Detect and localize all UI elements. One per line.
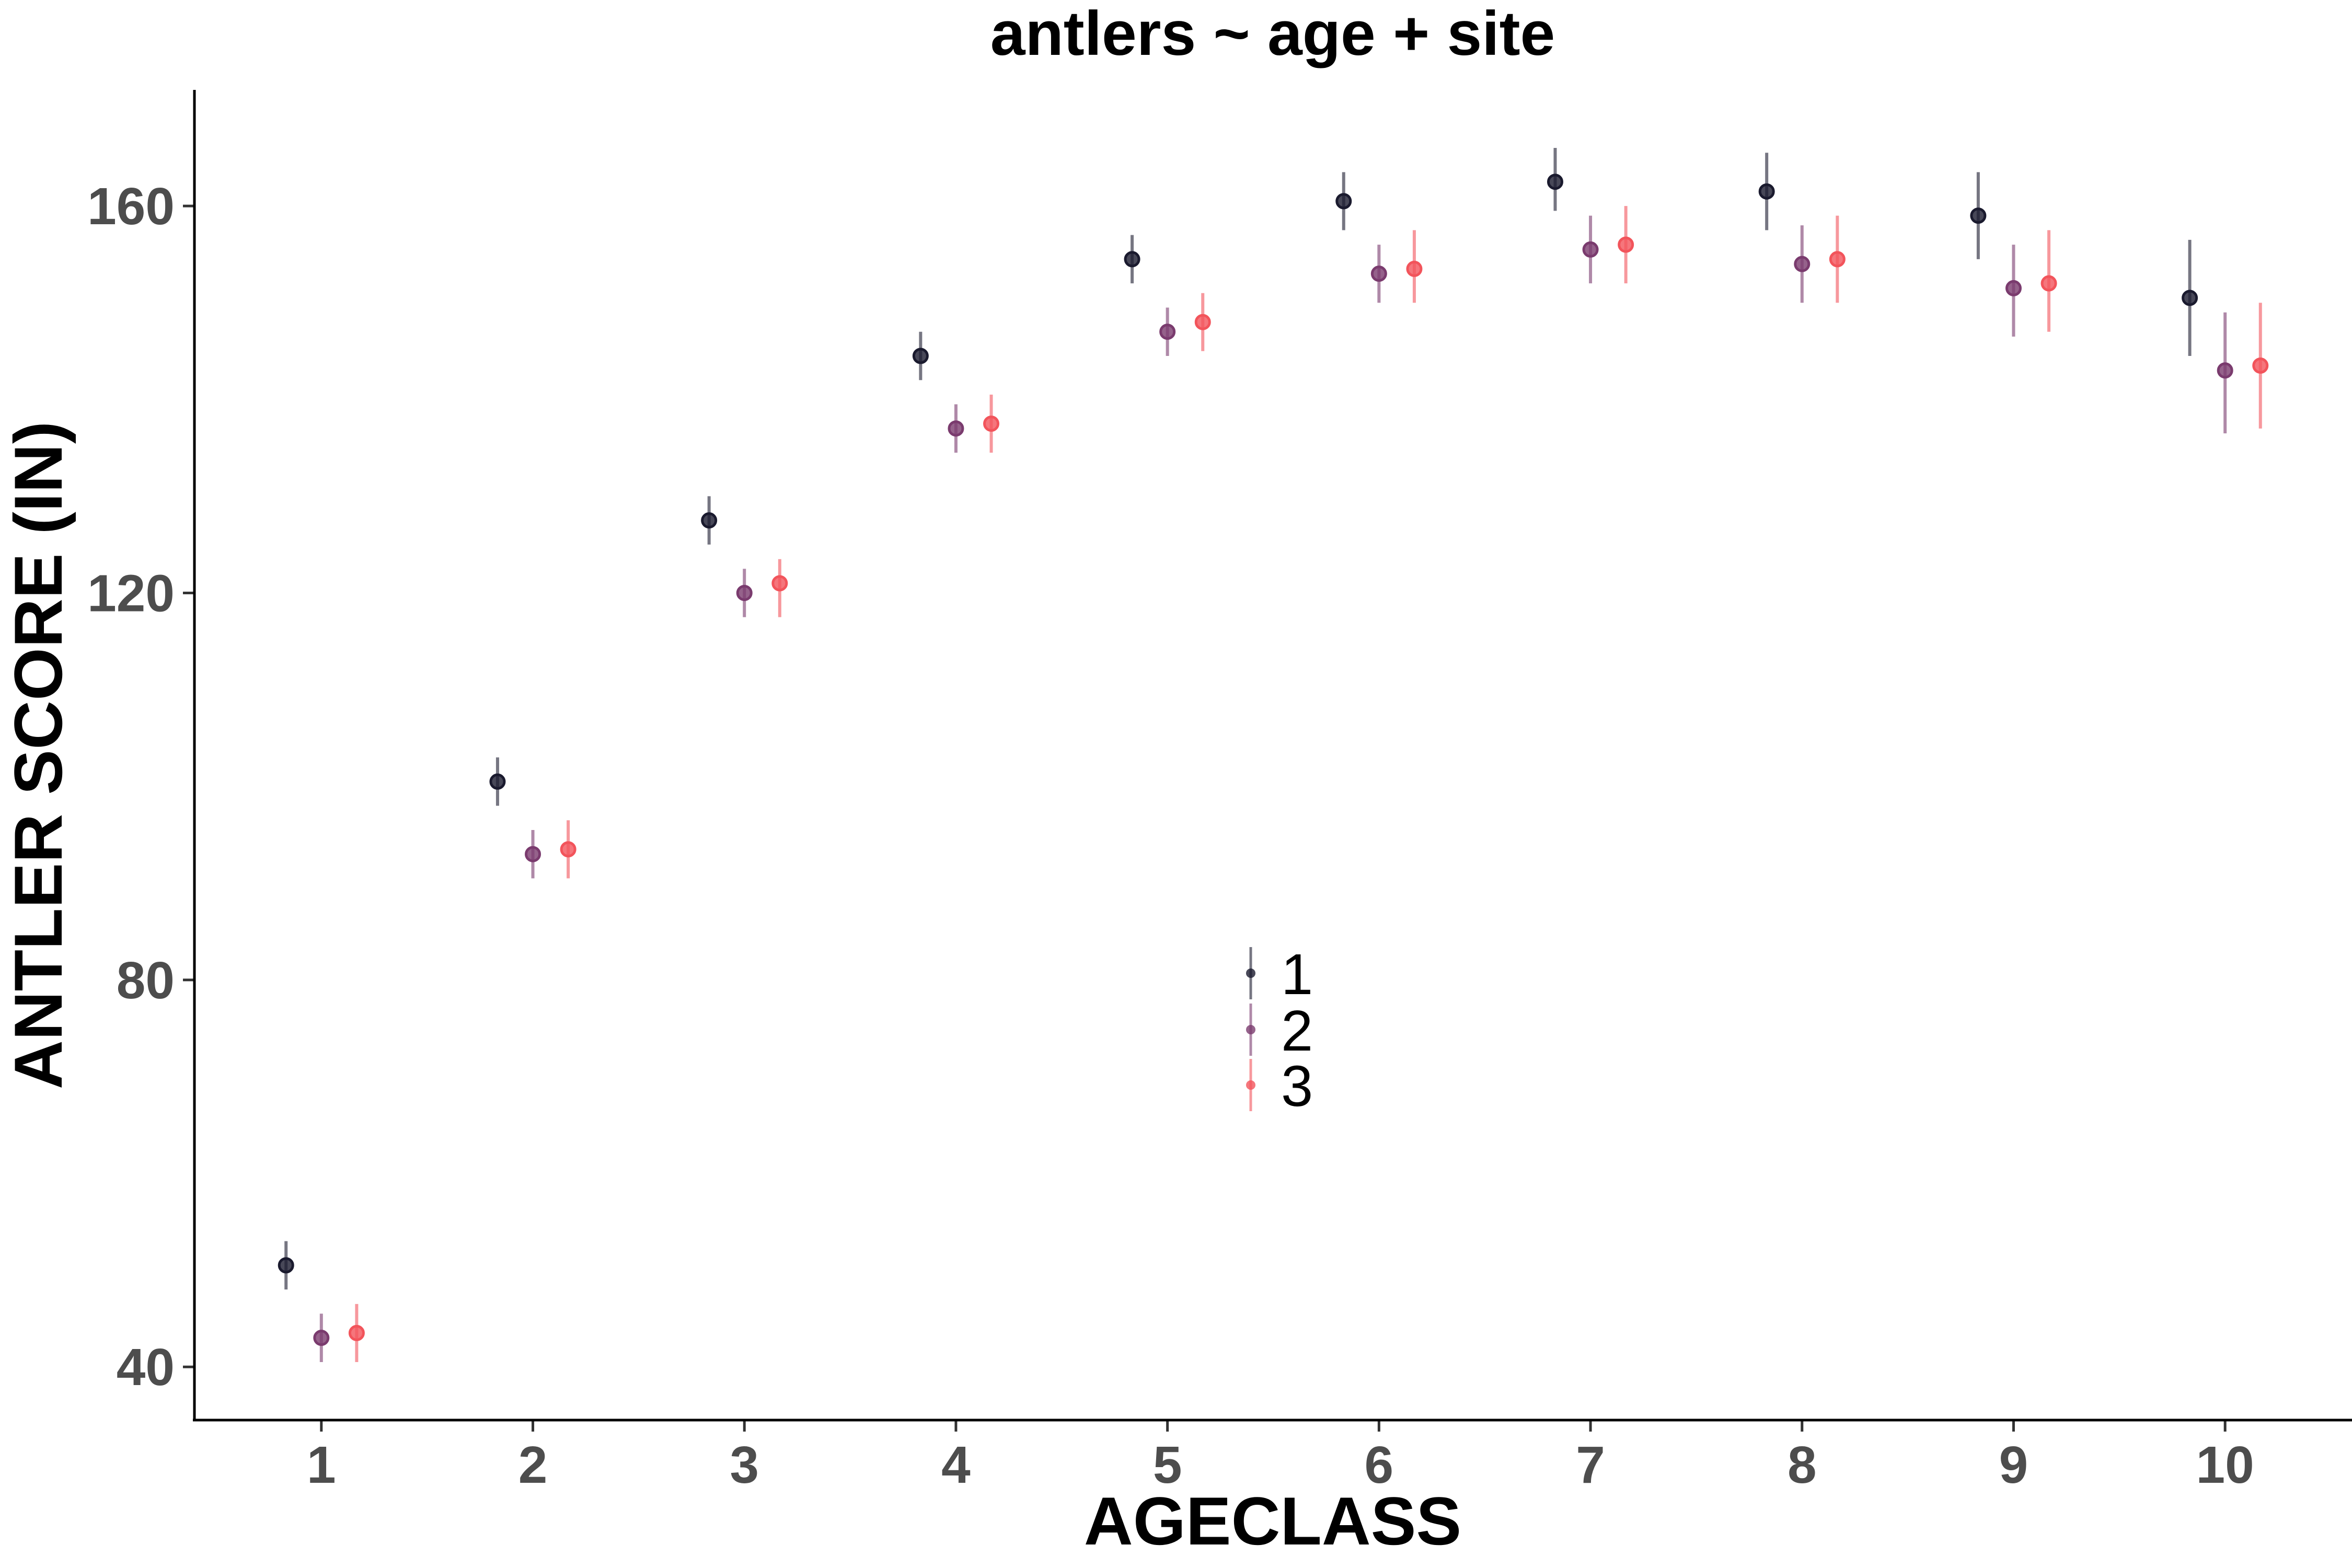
x-tick-label: 7 [1576, 1436, 1605, 1494]
data-point [1370, 266, 1387, 282]
data-point [1335, 193, 1352, 210]
x-tick-label: 3 [730, 1436, 759, 1494]
data-point [1194, 314, 1211, 330]
data-point [912, 348, 929, 364]
y-tick-label: 40 [117, 1338, 175, 1397]
data-point [1406, 260, 1423, 277]
legend-key-point [1246, 1025, 1255, 1034]
legend-label: 3 [1281, 1054, 1313, 1119]
x-tick-label: 1 [307, 1436, 336, 1494]
data-point [1829, 251, 1846, 268]
data-point [560, 841, 577, 858]
y-tick-label: 120 [87, 564, 175, 622]
data-point [1159, 324, 1176, 340]
x-tick-label: 6 [1365, 1436, 1394, 1494]
x-tick-label: 9 [1999, 1436, 2028, 1494]
data-point [2217, 362, 2233, 379]
data-point [736, 584, 753, 601]
data-point [1758, 183, 1775, 200]
y-tick-label: 160 [87, 177, 175, 236]
x-tick-label: 10 [2196, 1436, 2254, 1494]
legend-label: 2 [1281, 999, 1313, 1063]
data-point [1618, 236, 1634, 253]
data-point [771, 575, 788, 592]
data-point [2252, 358, 2269, 374]
data-point [1124, 251, 1140, 268]
data-point [348, 1324, 365, 1341]
legend-key-point [1246, 969, 1255, 978]
data-point [1794, 256, 1811, 272]
data-point [489, 773, 506, 790]
legend: 123 [1246, 942, 1313, 1119]
x-tick-label: 2 [518, 1436, 548, 1494]
x-axis-title: AGECLASS [1084, 1483, 1461, 1559]
chart-title: antlers ~ age + site [990, 0, 1555, 68]
data-point [701, 512, 718, 529]
data-point [2040, 275, 2057, 292]
legend-label: 1 [1281, 942, 1313, 1007]
y-tick-label: 80 [117, 951, 175, 1010]
data-point [1582, 241, 1599, 258]
data-point [313, 1330, 330, 1346]
x-tick-label: 5 [1153, 1436, 1182, 1494]
data-point [948, 420, 964, 437]
data-point [278, 1257, 294, 1274]
data-point [525, 846, 541, 862]
plot-panel [278, 148, 2269, 1362]
x-tick-label: 8 [1788, 1436, 1817, 1494]
data-point [1970, 207, 1987, 224]
data-point [1547, 174, 1563, 190]
data-point [2182, 290, 2198, 306]
data-point [983, 416, 1000, 432]
y-axis-title: ANTLER SCORE (IN) [0, 421, 76, 1089]
x-tick-label: 4 [941, 1436, 971, 1494]
legend-key-point [1246, 1080, 1255, 1090]
data-point [2005, 280, 2022, 296]
